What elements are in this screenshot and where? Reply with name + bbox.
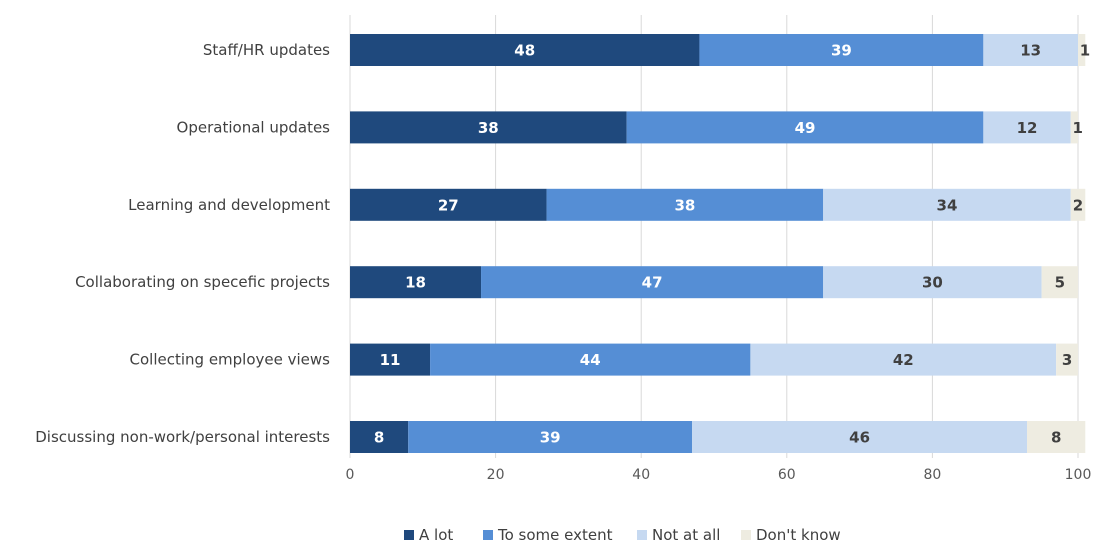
bar-segment xyxy=(1070,111,1078,144)
data-label: 11 xyxy=(380,351,401,369)
category-labels: Staff/HR updates Operational updates Learn… xyxy=(35,41,330,446)
category-label: Staff/HR updates xyxy=(203,41,330,59)
data-label: 27 xyxy=(438,196,459,214)
legend-swatch xyxy=(404,530,414,540)
bar-segment xyxy=(626,111,984,144)
bar-segment xyxy=(350,111,627,144)
x-axis-ticks: 0 20 40 60 80 100 xyxy=(346,467,1092,483)
data-label: 47 xyxy=(642,274,663,292)
data-label: 38 xyxy=(478,119,499,137)
bar-segment xyxy=(350,343,431,376)
x-tick-label: 80 xyxy=(923,467,941,483)
category-label: Collaborating on specefic projects xyxy=(75,273,330,291)
category-label: Operational updates xyxy=(177,118,331,136)
bar-segment xyxy=(823,188,1071,221)
bar-segment xyxy=(1041,266,1078,299)
data-label: 30 xyxy=(922,274,943,292)
data-label: 8 xyxy=(1051,429,1061,447)
bar-segment xyxy=(546,188,824,221)
bars: 48 39 13 138 49 12 127 38 34 218 47 30 511 44 42 38 39 46… xyxy=(350,34,1090,453)
bar-segment xyxy=(1027,421,1086,453)
bar-segment xyxy=(983,111,1071,144)
data-label: 44 xyxy=(580,351,601,369)
data-label: 1 xyxy=(1073,119,1083,137)
bar-segment xyxy=(750,343,1057,376)
data-label: 42 xyxy=(893,351,914,369)
bar-segment xyxy=(408,421,693,453)
data-label: 38 xyxy=(674,196,695,214)
bar-segment xyxy=(350,421,409,453)
data-label: 46 xyxy=(849,429,870,447)
legend-swatch xyxy=(483,530,493,540)
category-label: Discussing non-work/personal interests xyxy=(35,428,330,446)
bar-segment xyxy=(1078,34,1086,66)
x-tick-label: 40 xyxy=(632,467,650,483)
data-label: 2 xyxy=(1073,196,1083,214)
bar-segment xyxy=(1070,188,1086,221)
legend-label: A lot xyxy=(419,526,453,544)
data-label: 18 xyxy=(405,274,426,292)
bar-segment xyxy=(350,188,547,221)
data-label: 1 xyxy=(1080,42,1090,60)
data-label: 13 xyxy=(1020,42,1041,60)
category-label: Learning and development xyxy=(128,196,330,214)
data-label: 12 xyxy=(1017,119,1038,137)
bar-segment xyxy=(1056,343,1078,376)
bar-segment xyxy=(823,266,1042,299)
data-label: 39 xyxy=(540,429,561,447)
data-label: 5 xyxy=(1055,274,1065,292)
bar-segment xyxy=(350,34,700,66)
bar-segment xyxy=(481,266,824,299)
data-label: 8 xyxy=(374,429,384,447)
x-tick-label: 20 xyxy=(487,467,505,483)
legend-label: Don't know xyxy=(756,526,841,544)
bar-segment xyxy=(692,421,1028,453)
data-label: 49 xyxy=(795,119,816,137)
gridlines xyxy=(349,15,1079,458)
data-label: 48 xyxy=(514,42,535,60)
x-tick-label: 100 xyxy=(1065,467,1092,483)
bar-segment xyxy=(430,343,751,376)
legend-swatch xyxy=(741,530,751,540)
legend: A lot To some extent Not at all Don't know xyxy=(404,526,841,544)
bar-segment xyxy=(983,34,1078,66)
data-label: 3 xyxy=(1062,351,1072,369)
legend-label: To some extent xyxy=(497,526,613,544)
x-tick-label: 0 xyxy=(346,467,355,483)
bar-segment xyxy=(350,266,482,299)
data-label: 39 xyxy=(831,42,852,60)
legend-swatch xyxy=(637,530,647,540)
x-tick-label: 60 xyxy=(778,467,796,483)
category-label: Collecting employee views xyxy=(130,351,331,369)
legend-label: Not at all xyxy=(652,526,720,544)
bar-segment xyxy=(699,34,984,66)
data-label: 34 xyxy=(937,196,958,214)
